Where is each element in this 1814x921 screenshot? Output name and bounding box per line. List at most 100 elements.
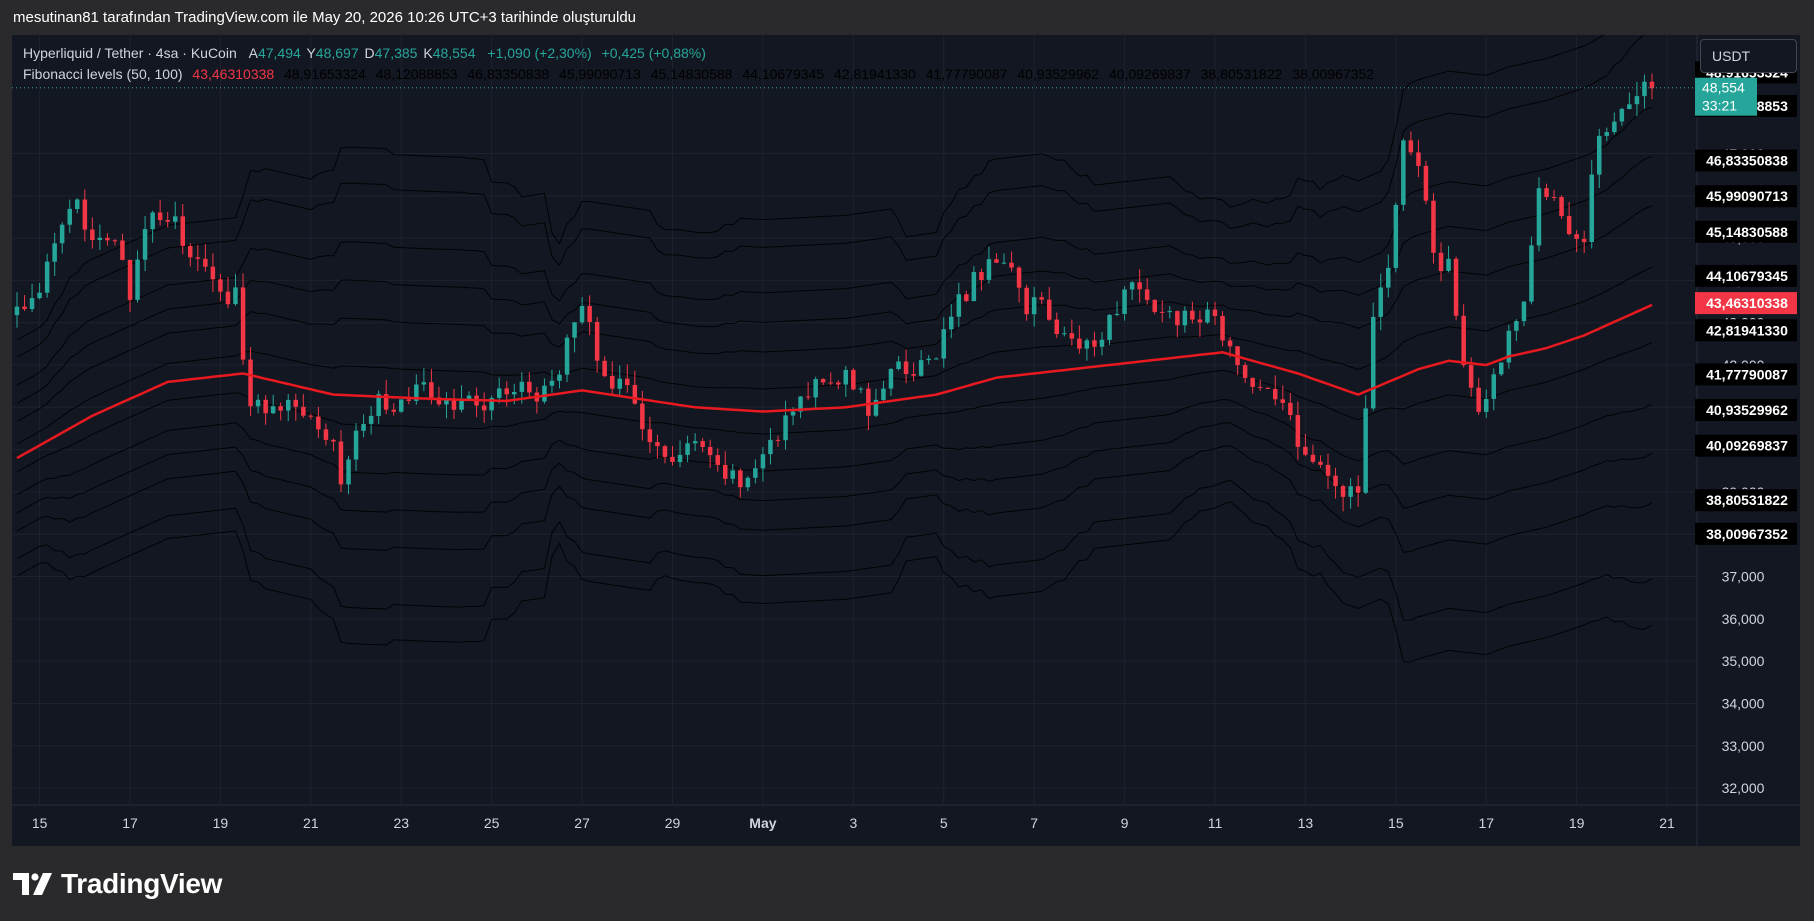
candle[interactable] <box>1649 73 1655 100</box>
candle[interactable] <box>1205 301 1210 324</box>
candle[interactable] <box>986 246 992 284</box>
candle[interactable] <box>353 423 359 471</box>
candle[interactable] <box>120 233 125 261</box>
candle[interactable] <box>1069 319 1075 346</box>
candle[interactable] <box>941 317 947 368</box>
candle[interactable] <box>1581 230 1587 254</box>
candle[interactable] <box>1190 301 1195 324</box>
candle[interactable] <box>964 290 969 303</box>
candle[interactable] <box>768 427 773 465</box>
candle[interactable] <box>1273 375 1278 406</box>
candle[interactable] <box>1144 278 1150 305</box>
candle[interactable] <box>956 282 962 328</box>
candle[interactable] <box>286 394 291 422</box>
candle[interactable] <box>647 416 653 454</box>
candle[interactable] <box>1114 301 1120 317</box>
candle[interactable] <box>1129 281 1135 301</box>
candle[interactable] <box>1574 230 1579 253</box>
candle[interactable] <box>82 189 88 242</box>
candle[interactable] <box>218 273 223 301</box>
candle[interactable] <box>1295 401 1301 460</box>
candle[interactable] <box>677 440 683 468</box>
candle[interactable] <box>1092 331 1097 357</box>
candle[interactable] <box>308 413 314 420</box>
candle[interactable] <box>820 378 826 385</box>
candle[interactable] <box>180 204 186 255</box>
candle[interactable] <box>881 380 886 402</box>
candle[interactable] <box>594 316 600 373</box>
candle[interactable] <box>263 395 268 425</box>
candle[interactable] <box>173 201 178 229</box>
candle[interactable] <box>1393 202 1399 273</box>
candle[interactable] <box>14 292 20 328</box>
candle[interactable] <box>240 273 246 365</box>
candle[interactable] <box>1612 112 1617 135</box>
candle[interactable] <box>105 233 110 246</box>
candle[interactable] <box>1484 389 1489 418</box>
candle[interactable] <box>1604 127 1610 142</box>
candle[interactable] <box>316 406 321 439</box>
candle[interactable] <box>1642 74 1647 109</box>
candle[interactable] <box>579 297 585 325</box>
candle[interactable] <box>692 433 698 452</box>
tradingview-logo[interactable]: TradingView <box>13 868 222 900</box>
candle[interactable] <box>421 368 427 392</box>
candle[interactable] <box>414 374 419 405</box>
candle[interactable] <box>851 368 856 391</box>
candle[interactable] <box>753 459 758 484</box>
candle[interactable] <box>1137 269 1142 303</box>
candle[interactable] <box>481 392 487 423</box>
candle[interactable] <box>1446 245 1451 273</box>
candle[interactable] <box>1559 195 1564 220</box>
candle[interactable] <box>346 455 351 495</box>
candle[interactable] <box>903 349 909 384</box>
candle[interactable] <box>745 476 751 491</box>
candle[interactable] <box>233 273 238 306</box>
candle[interactable] <box>858 386 864 394</box>
candle[interactable] <box>90 217 95 249</box>
candle[interactable] <box>1182 306 1188 333</box>
candle[interactable] <box>1077 325 1082 354</box>
candle[interactable] <box>723 451 728 486</box>
candle[interactable] <box>1506 324 1512 369</box>
candle[interactable] <box>775 435 781 447</box>
candle[interactable] <box>1514 319 1519 341</box>
candle[interactable] <box>331 438 336 452</box>
candle[interactable] <box>655 434 660 459</box>
candle[interactable] <box>1288 392 1293 421</box>
candle[interactable] <box>602 356 607 378</box>
candle[interactable] <box>557 370 562 389</box>
candle[interactable] <box>203 244 208 272</box>
indicator-legend[interactable]: Fibonacci levels (50, 100) 43,46310338 4… <box>23 66 1376 82</box>
candle[interactable] <box>22 295 27 311</box>
candle[interactable] <box>926 355 931 365</box>
candle[interactable] <box>52 232 57 276</box>
candle[interactable] <box>1220 311 1225 347</box>
candle[interactable] <box>707 439 713 469</box>
candle[interactable] <box>150 210 155 243</box>
candle[interactable] <box>1408 131 1414 156</box>
candle[interactable] <box>142 216 148 272</box>
candle[interactable] <box>157 199 163 226</box>
candle[interactable] <box>1212 301 1218 325</box>
candle[interactable] <box>1175 310 1180 338</box>
candle[interactable] <box>278 402 283 421</box>
candle[interactable] <box>37 283 42 300</box>
candle[interactable] <box>564 334 570 383</box>
candle[interactable] <box>1416 139 1421 177</box>
candle[interactable] <box>1318 455 1323 468</box>
candle[interactable] <box>97 224 103 250</box>
candle[interactable] <box>1521 301 1527 327</box>
candle[interactable] <box>1016 266 1022 303</box>
candle[interactable] <box>866 382 871 431</box>
candle[interactable] <box>1597 128 1602 188</box>
candle[interactable] <box>225 277 231 309</box>
candle[interactable] <box>368 406 374 435</box>
candle[interactable] <box>738 468 743 498</box>
candle[interactable] <box>549 369 555 393</box>
candle[interactable] <box>188 243 193 267</box>
candle[interactable] <box>798 396 803 419</box>
candle[interactable] <box>195 244 201 272</box>
candle[interactable] <box>112 238 118 246</box>
candle[interactable] <box>165 211 170 228</box>
